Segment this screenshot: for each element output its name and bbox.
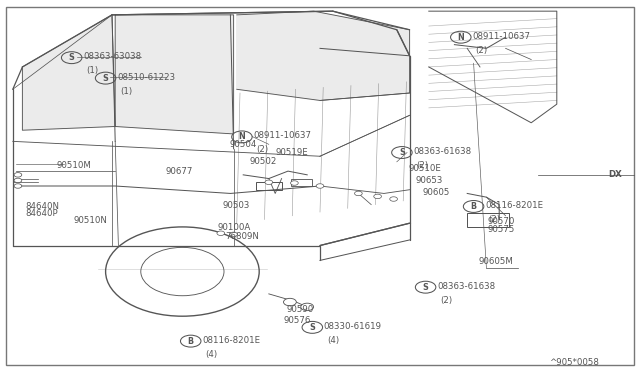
Text: 08911-10637: 08911-10637 <box>253 131 312 140</box>
Circle shape <box>316 184 324 188</box>
Circle shape <box>106 227 259 316</box>
Text: (1): (1) <box>86 66 99 75</box>
Text: 90510M: 90510M <box>56 161 91 170</box>
Text: 84640P: 84640P <box>26 209 58 218</box>
Text: 90100A: 90100A <box>218 223 251 232</box>
Circle shape <box>374 194 381 199</box>
Text: (2): (2) <box>488 215 500 224</box>
Text: 08116-8201E: 08116-8201E <box>485 201 543 210</box>
Text: 08363-61638: 08363-61638 <box>413 147 472 156</box>
Text: 90605M: 90605M <box>479 257 513 266</box>
Text: S: S <box>102 74 109 83</box>
Circle shape <box>265 180 273 185</box>
Text: S: S <box>422 283 429 292</box>
Text: N: N <box>458 33 464 42</box>
Text: 90575: 90575 <box>488 225 515 234</box>
Text: 90510E: 90510E <box>408 164 441 173</box>
Text: (4): (4) <box>327 336 339 345</box>
Text: 90504: 90504 <box>229 140 257 149</box>
Bar <box>467 213 509 227</box>
Circle shape <box>14 173 22 177</box>
Text: (2): (2) <box>440 296 452 305</box>
Text: 08363-61638: 08363-61638 <box>437 282 495 291</box>
Text: S: S <box>309 323 316 332</box>
Polygon shape <box>115 15 234 134</box>
Polygon shape <box>22 15 115 130</box>
Text: 84640N: 84640N <box>26 202 60 211</box>
Text: 90605: 90605 <box>422 188 450 197</box>
Circle shape <box>390 197 397 201</box>
Text: 90653: 90653 <box>416 176 444 185</box>
Text: 08911-10637: 08911-10637 <box>472 32 531 41</box>
Circle shape <box>355 191 362 196</box>
Text: B: B <box>470 202 477 211</box>
Text: 90677: 90677 <box>165 167 193 176</box>
Text: N: N <box>239 132 245 141</box>
Circle shape <box>14 184 22 188</box>
Text: (4): (4) <box>205 350 218 359</box>
Polygon shape <box>237 11 410 100</box>
Circle shape <box>230 232 237 237</box>
Text: 08330-61619: 08330-61619 <box>324 322 382 331</box>
Text: 90570: 90570 <box>488 217 515 226</box>
Circle shape <box>284 298 296 306</box>
Text: B: B <box>188 337 194 346</box>
Text: 90519E: 90519E <box>275 148 308 157</box>
Circle shape <box>301 303 314 311</box>
Text: 90590: 90590 <box>286 305 314 314</box>
Circle shape <box>14 178 22 183</box>
Circle shape <box>217 231 225 235</box>
Text: 90503: 90503 <box>223 201 250 210</box>
Text: DX: DX <box>608 170 621 179</box>
Text: (1): (1) <box>120 87 132 96</box>
Text: 76809N: 76809N <box>225 232 259 241</box>
Text: 08510-61223: 08510-61223 <box>117 73 175 81</box>
Circle shape <box>291 181 298 185</box>
Text: S: S <box>68 53 75 62</box>
Text: (2): (2) <box>417 161 429 170</box>
Text: 90576: 90576 <box>284 316 311 325</box>
Text: 90502: 90502 <box>250 157 277 166</box>
Text: 08363-63038: 08363-63038 <box>83 52 141 61</box>
Text: (2): (2) <box>476 46 488 55</box>
Text: 08116-8201E: 08116-8201E <box>202 336 260 344</box>
Bar <box>256 182 282 190</box>
Bar <box>291 179 312 186</box>
Text: 90510N: 90510N <box>74 216 108 225</box>
Text: ^905*0058: ^905*0058 <box>549 358 599 367</box>
Text: (2): (2) <box>257 145 269 154</box>
Text: S: S <box>399 148 405 157</box>
